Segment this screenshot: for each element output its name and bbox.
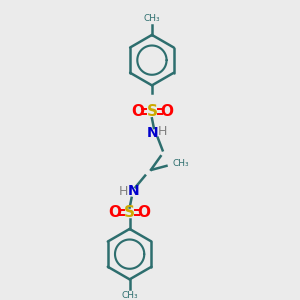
Text: CH₃: CH₃ xyxy=(144,14,160,23)
Text: N: N xyxy=(147,126,159,140)
Text: CH₃: CH₃ xyxy=(172,159,189,168)
Text: O: O xyxy=(138,205,151,220)
Text: CH₃: CH₃ xyxy=(121,291,138,300)
Text: H: H xyxy=(158,125,167,138)
Text: N: N xyxy=(128,184,139,198)
Text: O: O xyxy=(109,205,122,220)
Text: S: S xyxy=(146,104,158,119)
Text: H: H xyxy=(119,184,128,198)
Text: O: O xyxy=(160,104,173,119)
Text: S: S xyxy=(124,205,135,220)
Text: O: O xyxy=(131,104,144,119)
